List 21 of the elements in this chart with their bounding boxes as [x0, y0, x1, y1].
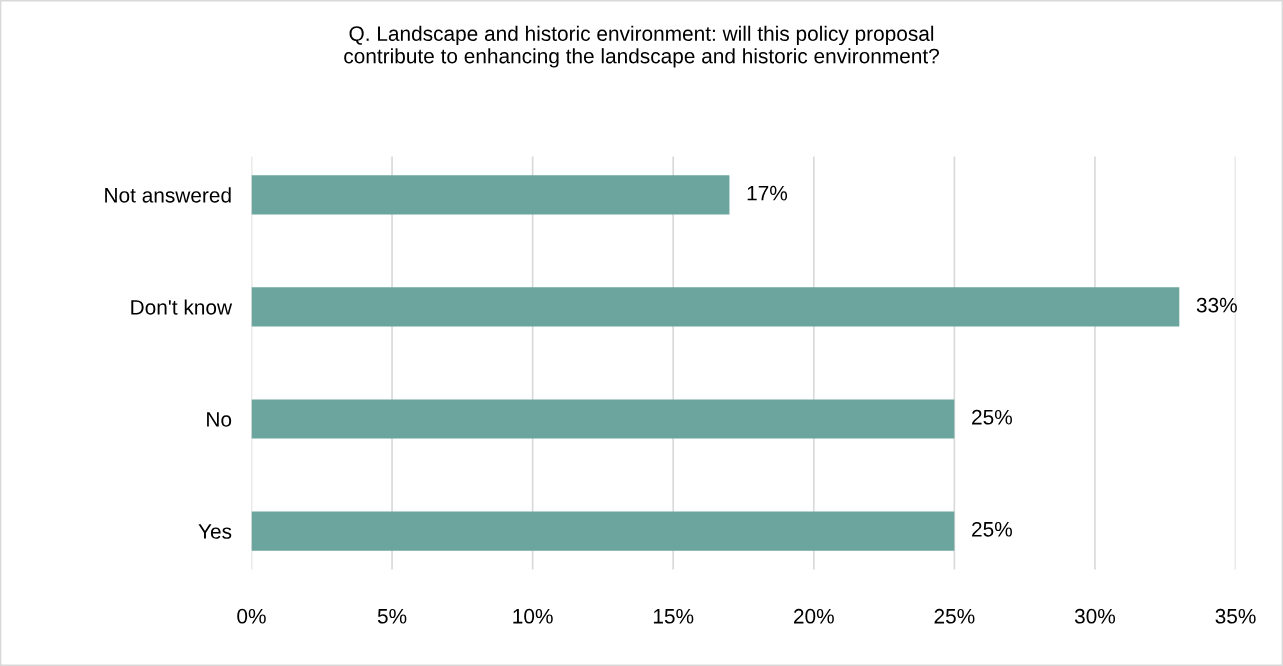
x-tick-label: 30% — [1074, 608, 1116, 624]
bar — [251, 175, 730, 215]
x-tick-label: 25% — [934, 608, 975, 624]
y-tick-label: Yes — [198, 524, 232, 539]
y-tick-label: No — [207, 412, 232, 427]
x-tick-label: 10% — [513, 608, 553, 624]
y-tick-label: Don't know — [131, 299, 233, 315]
data-label: 33% — [1196, 297, 1237, 313]
chart-title: Q. Landscape and historic environment: will this policy proposal contribute to enhancing the landscape and historic environment? — [344, 25, 939, 68]
x-tick-label: 0% — [237, 608, 266, 624]
x-tick-label: 35% — [1215, 608, 1256, 624]
data-label: 17% — [747, 185, 788, 201]
x-tick-label: 20% — [793, 608, 834, 624]
x-tick-label: 15% — [653, 608, 694, 624]
bar — [251, 399, 955, 439]
bar — [251, 287, 1180, 327]
x-tick-label: 5% — [377, 608, 407, 624]
bar — [251, 511, 955, 551]
y-tick-label: Not answered — [105, 187, 231, 203]
data-label: 25% — [972, 521, 1012, 537]
data-label: 25% — [972, 409, 1012, 425]
